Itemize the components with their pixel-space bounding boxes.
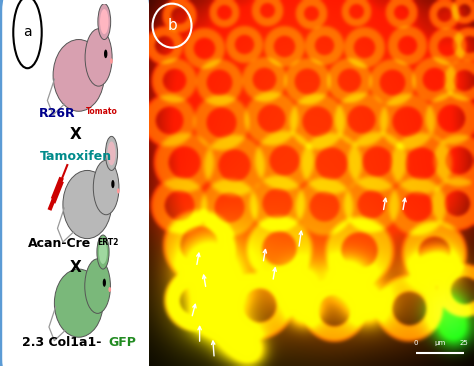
Ellipse shape bbox=[85, 29, 112, 86]
Text: 25: 25 bbox=[460, 340, 469, 346]
Ellipse shape bbox=[93, 160, 119, 215]
Text: Acan-Cre: Acan-Cre bbox=[27, 238, 91, 250]
Text: 2.3 Col1a1-: 2.3 Col1a1- bbox=[22, 336, 101, 349]
Ellipse shape bbox=[55, 269, 103, 337]
Text: Tamoxifen: Tamoxifen bbox=[40, 150, 112, 163]
Text: µm: µm bbox=[434, 340, 446, 346]
Ellipse shape bbox=[97, 235, 109, 269]
Text: ERT2: ERT2 bbox=[97, 238, 118, 247]
Circle shape bbox=[103, 279, 106, 287]
Text: b: b bbox=[167, 18, 177, 33]
Ellipse shape bbox=[53, 40, 104, 111]
Ellipse shape bbox=[110, 58, 113, 64]
Circle shape bbox=[104, 49, 108, 58]
Ellipse shape bbox=[105, 137, 118, 171]
Circle shape bbox=[111, 180, 115, 188]
FancyBboxPatch shape bbox=[0, 0, 151, 366]
Text: X: X bbox=[70, 260, 82, 275]
Ellipse shape bbox=[98, 4, 110, 40]
Text: Tomato: Tomato bbox=[86, 107, 118, 116]
Text: GFP: GFP bbox=[109, 336, 137, 349]
Ellipse shape bbox=[85, 259, 110, 313]
Ellipse shape bbox=[109, 287, 111, 292]
Ellipse shape bbox=[108, 142, 116, 165]
Ellipse shape bbox=[63, 171, 111, 239]
Text: X: X bbox=[70, 127, 82, 142]
Ellipse shape bbox=[99, 240, 107, 264]
Ellipse shape bbox=[117, 188, 119, 194]
Circle shape bbox=[13, 0, 42, 68]
Text: a: a bbox=[23, 25, 32, 40]
Text: 0: 0 bbox=[413, 340, 418, 346]
Ellipse shape bbox=[100, 9, 109, 34]
Text: R26R: R26R bbox=[39, 107, 75, 120]
